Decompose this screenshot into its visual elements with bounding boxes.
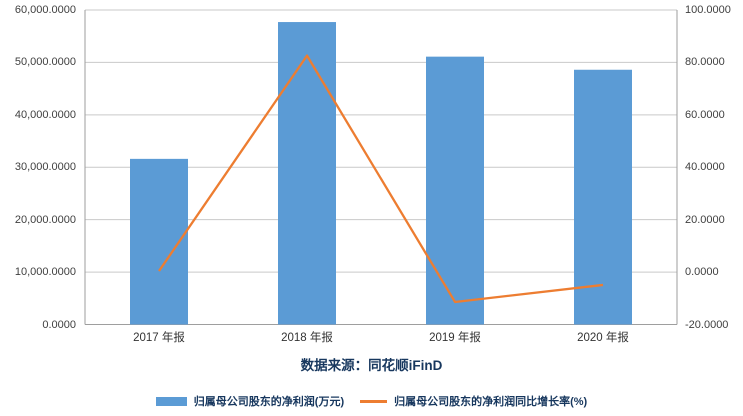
source-note: 数据来源：同花顺iFinD xyxy=(300,358,443,373)
y-axis-left-tick-label: 20,000.0000 xyxy=(14,213,76,226)
legend-item-growth-rate: 归属母公司股东的净利润同比增长率(%) xyxy=(360,393,587,409)
y-axis-left-tick-label: 0.0000 xyxy=(42,318,76,331)
y-axis-right-tick-label: -20.0000 xyxy=(685,318,729,331)
bar-net-profit xyxy=(278,22,336,325)
y-axis-right-tick-label: 0.0000 xyxy=(685,266,719,279)
legend-label-growth-rate: 归属母公司股东的净利润同比增长率(%) xyxy=(394,396,588,408)
legend-label-net-profit: 归属母公司股东的净利润(万元) xyxy=(193,396,345,408)
y-axis-left-tick-label: 30,000.0000 xyxy=(14,161,76,174)
bar-series-swatch xyxy=(155,396,187,406)
y-axis-left-tick-label: 10,000.0000 xyxy=(14,266,76,279)
legend: 归属母公司股东的净利润(万元) 归属母公司股东的净利润同比增长率(%) xyxy=(0,393,743,409)
y-axis-left-tick-label: 60,000.0000 xyxy=(14,4,76,16)
y-axis-right-tick-label: 60.0000 xyxy=(685,108,725,121)
y-axis-left-tick-label: 50,000.0000 xyxy=(14,56,76,69)
line-growth-rate xyxy=(158,54,604,304)
x-axis-category-label: 2018 年报 xyxy=(281,332,333,344)
line-series-swatch xyxy=(360,399,388,403)
y-axis-right-tick-label: 80.0000 xyxy=(685,56,725,69)
y-axis-left-tick-label: 40,000.0000 xyxy=(14,108,76,121)
y-axis-right-tick-label: 20.0000 xyxy=(685,213,725,226)
y-axis-right-tick-label: 40.0000 xyxy=(685,161,725,174)
legend-item-net-profit: 归属母公司股东的净利润(万元) xyxy=(155,393,345,409)
x-axis-category-label: 2020 年报 xyxy=(577,332,629,344)
bar-net-profit xyxy=(426,56,484,325)
y-axis-right-tick-label: 100.0000 xyxy=(685,4,731,16)
x-axis-category-label: 2019 年报 xyxy=(429,332,481,344)
x-axis-category-label: 2017 年报 xyxy=(133,332,185,344)
bar-net-profit xyxy=(574,69,632,325)
